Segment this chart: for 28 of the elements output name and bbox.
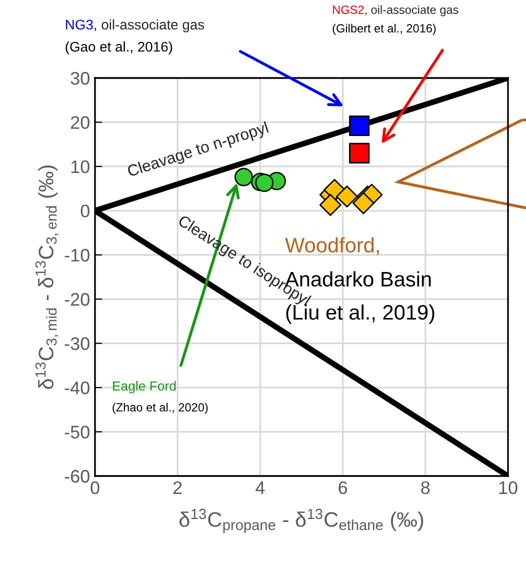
annotation: Eagle Ford bbox=[113, 380, 176, 394]
y-tick-label: 0 bbox=[80, 204, 90, 218]
annotation: Woodford, bbox=[285, 237, 379, 255]
annotation: (Liu et al., 2019) bbox=[286, 304, 434, 324]
y-tick-label: 30 bbox=[70, 72, 90, 85]
y-tick-label: -20 bbox=[64, 293, 90, 306]
y-tick-label: -40 bbox=[64, 381, 90, 394]
y-tick-label: -30 bbox=[64, 337, 90, 350]
x-tick-label: 4 bbox=[256, 482, 265, 494]
text: δ$^{13}$C$_{3,mid}$ - δ$^{13}$C$_{3,end}$ (‰) bbox=[35, 166, 58, 389]
y-tick-label: 20 bbox=[70, 116, 90, 129]
text: (Gilbert et al., 2016) bbox=[332, 24, 436, 35]
text: (Gao et al., 2016) bbox=[66, 41, 172, 54]
x-tick-label: 10 bbox=[499, 481, 518, 494]
text: oil-associate gas bbox=[371, 5, 458, 16]
y-tick-label: -60 bbox=[64, 470, 90, 483]
x-tick-label: 2 bbox=[173, 481, 182, 494]
x-tick-label: 0 bbox=[90, 481, 100, 494]
text: oil-associate gas bbox=[102, 19, 204, 32]
x-tick-label: 8 bbox=[421, 481, 430, 494]
annotation: (Zhao et al., 2020) bbox=[112, 402, 208, 414]
y-tick-label: 10 bbox=[71, 160, 90, 174]
text: NG3, bbox=[66, 20, 96, 32]
y-tick-label: -50 bbox=[64, 426, 90, 438]
text: NGS2, bbox=[333, 6, 366, 16]
text: δ$^{13}$C$_{propane}$ - δ$^{13}$C$_{ethane}$ (‰) bbox=[179, 508, 424, 534]
x-tick-label: 6 bbox=[338, 481, 348, 494]
y-tick-label: -10 bbox=[64, 248, 90, 262]
